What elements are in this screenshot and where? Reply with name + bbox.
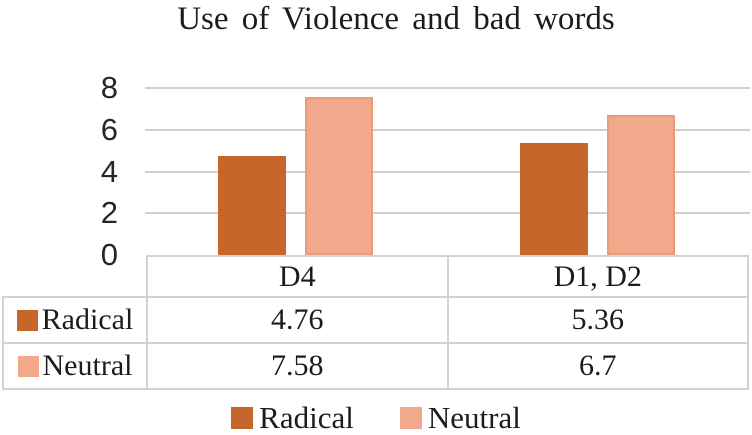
table-row-neutral: Neutral 7.58 6.7 <box>2 342 749 390</box>
row-label-text: Radical <box>41 303 134 336</box>
legend-label-neutral: Neutral <box>427 400 521 435</box>
y-axis-label-0: 0 <box>100 237 118 272</box>
table-header-row: D4 D1, D2 <box>3 255 749 298</box>
radical-swatch-icon <box>16 310 38 331</box>
bar-neutral-d4 <box>305 96 373 255</box>
legend-item-radical: Radical <box>231 400 354 435</box>
gridline-y2 <box>145 212 750 215</box>
gridline-y8 <box>145 87 750 89</box>
cell-neutral-d4: 7.58 <box>146 342 449 390</box>
bar-neutral-d1d2 <box>607 115 675 255</box>
cell-radical-d4: 4.76 <box>146 296 449 344</box>
table-corner-cell <box>3 256 147 297</box>
gridline-y6 <box>145 128 750 131</box>
neutral-swatch-icon <box>17 356 39 377</box>
table-row-radical: Radical 4.76 5.36 <box>2 296 749 344</box>
y-axis-label-2: 2 <box>100 195 118 231</box>
table-header-d4: D4 <box>146 255 449 298</box>
y-axis-label-6: 6 <box>100 111 118 147</box>
cell-radical-d1-d2: 5.36 <box>446 296 749 344</box>
neutral-swatch-icon <box>399 407 422 429</box>
legend-label-radical: Radical <box>259 400 354 435</box>
table-row-label-neutral: Neutral <box>2 342 148 390</box>
table-row-label-radical: Radical <box>2 296 148 344</box>
bar-radical-d4 <box>218 155 286 255</box>
row-label-text: Neutral <box>42 349 133 382</box>
radical-swatch-icon <box>231 407 254 429</box>
plot-area <box>145 87 750 255</box>
table-header-d1-d2: D1, D2 <box>446 255 749 298</box>
gridline-y4 <box>145 170 750 173</box>
y-axis: 0 2 4 6 8 <box>0 70 118 272</box>
legend-item-neutral: Neutral <box>399 400 521 435</box>
bar-radical-d1d2 <box>520 143 588 255</box>
y-axis-label-4: 4 <box>100 153 118 189</box>
cell-neutral-d1-d2: 6.7 <box>446 342 749 390</box>
y-axis-label-8: 8 <box>100 70 118 105</box>
chart-title: Use of Violence and bad words <box>177 1 615 37</box>
data-table: D4 D1, D2 Radical 4.76 5.36 Neutral 7.58… <box>2 255 749 390</box>
legend: Radical Neutral <box>0 400 752 435</box>
